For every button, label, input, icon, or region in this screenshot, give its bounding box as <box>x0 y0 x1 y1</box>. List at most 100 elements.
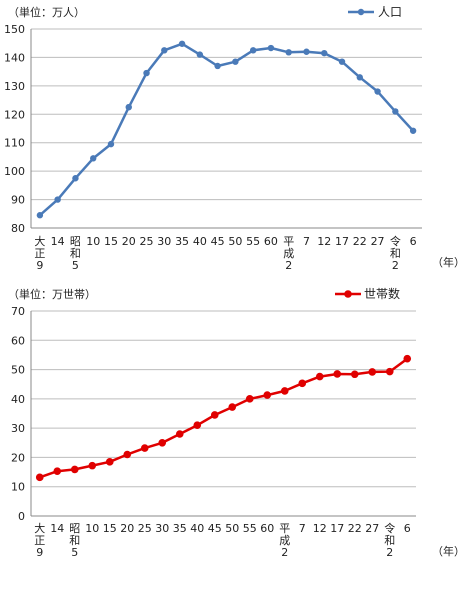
x-tick-label: 和 <box>384 534 395 547</box>
y-tick-label: 120 <box>4 108 25 121</box>
x-tick-label: 昭 <box>69 522 80 535</box>
data-point <box>385 367 394 376</box>
x-tick-label: 30 <box>157 235 171 248</box>
x-tick-label: 35 <box>175 235 189 248</box>
data-point <box>140 444 149 452</box>
x-tick-label: 昭 <box>70 235 81 248</box>
x-tick-label: 45 <box>211 235 225 248</box>
data-point <box>338 58 346 65</box>
x-tick-label: 14 <box>50 522 64 535</box>
x-tick-label: 60 <box>264 235 278 248</box>
y-tick-label: 10 <box>11 481 25 494</box>
data-point <box>403 354 412 363</box>
y-tick-label: 130 <box>4 80 25 93</box>
x-tick-label: 大 <box>34 234 45 248</box>
data-point <box>321 49 328 57</box>
x-tick-label: 7 <box>299 522 306 535</box>
data-point <box>350 370 359 379</box>
x-tick-label: 和 <box>390 247 401 260</box>
x-tick-label: 平 <box>279 522 290 535</box>
x-tick-label: 正 <box>34 534 45 547</box>
x-tick-label: 55 <box>246 235 260 248</box>
unit-label: （単位：万世帯） <box>8 287 96 301</box>
x-tick-label: 2 <box>392 259 399 272</box>
x-tick-label: 40 <box>193 235 207 248</box>
x-tick-label: 10 <box>86 235 100 248</box>
data-point <box>315 372 324 381</box>
y-tick-label: 30 <box>11 422 25 435</box>
data-point <box>232 58 239 65</box>
data-point <box>228 403 237 411</box>
x-tick-label: 正 <box>34 247 45 260</box>
data-point <box>175 430 184 438</box>
data-point <box>249 47 257 54</box>
data-point <box>298 379 307 388</box>
x-tick-label: 60 <box>260 522 274 535</box>
y-tick-label: 90 <box>11 194 25 207</box>
data-point <box>143 69 150 77</box>
legend-marker <box>344 290 352 298</box>
y-tick-label: 110 <box>4 137 25 150</box>
x-tick-label: 6 <box>404 522 411 535</box>
data-point <box>90 155 97 162</box>
data-point <box>193 421 202 430</box>
data-point <box>158 438 167 447</box>
x-tick-label: 7 <box>303 235 310 248</box>
data-point <box>263 391 272 399</box>
data-point <box>70 465 79 474</box>
x-tick-label: 12 <box>317 235 331 248</box>
x-tick-label: 14 <box>51 235 65 248</box>
x-tick-label: 17 <box>330 522 344 535</box>
legend-marker <box>357 8 365 16</box>
x-tick-label: 大 <box>34 521 45 535</box>
data-point <box>409 127 417 134</box>
x-tick-label: 10 <box>85 522 99 535</box>
x-tick-label: 成 <box>283 247 294 260</box>
data-point <box>196 51 204 58</box>
data-point <box>214 62 221 70</box>
x-tick-label: 20 <box>122 235 136 248</box>
data-point <box>72 175 79 182</box>
x-tick-label: 20 <box>120 522 134 535</box>
y-tick-label: 80 <box>11 222 25 235</box>
legend-label: 人口 <box>378 5 402 19</box>
data-point <box>280 387 289 395</box>
y-tick-label: 100 <box>4 165 25 178</box>
data-point <box>88 461 97 470</box>
data-point <box>161 47 168 54</box>
series-line <box>39 42 415 217</box>
x-tick-label: 50 <box>228 235 242 248</box>
y-tick-label: 40 <box>11 393 25 406</box>
legend-label: 世帯数 <box>364 286 400 301</box>
x-tick-label: 9 <box>36 259 43 272</box>
data-point <box>35 473 44 482</box>
data-point <box>107 140 115 148</box>
data-point <box>54 196 61 203</box>
y-tick-label: 70 <box>11 305 25 318</box>
x-tick-label: 平 <box>283 235 294 248</box>
y-tick-label: 140 <box>4 51 25 64</box>
x-tick-label: 22 <box>353 235 367 248</box>
data-point <box>368 368 377 376</box>
x-tick-label: 15 <box>103 522 117 535</box>
x-tick-label: 令 <box>384 521 395 535</box>
x-tick-label: 5 <box>72 259 79 272</box>
data-point <box>125 103 132 111</box>
x-tick-label: 25 <box>138 522 152 535</box>
x-tick-label: 45 <box>208 522 222 535</box>
data-point <box>285 49 292 56</box>
data-point <box>356 74 363 81</box>
x-tick-label: 35 <box>173 522 187 535</box>
x-tick-label: 成 <box>279 534 290 547</box>
x-tick-label: 12 <box>313 522 327 535</box>
x-tick-label: 22 <box>348 522 362 535</box>
y-tick-label: 150 <box>4 23 25 36</box>
x-tick-label: 27 <box>365 522 379 535</box>
x-tick-label: 17 <box>335 235 349 248</box>
x-tick-label: 2 <box>386 546 393 559</box>
y-tick-label: 20 <box>11 451 25 464</box>
data-point <box>178 40 186 47</box>
x-tick-label: 6 <box>410 235 417 248</box>
